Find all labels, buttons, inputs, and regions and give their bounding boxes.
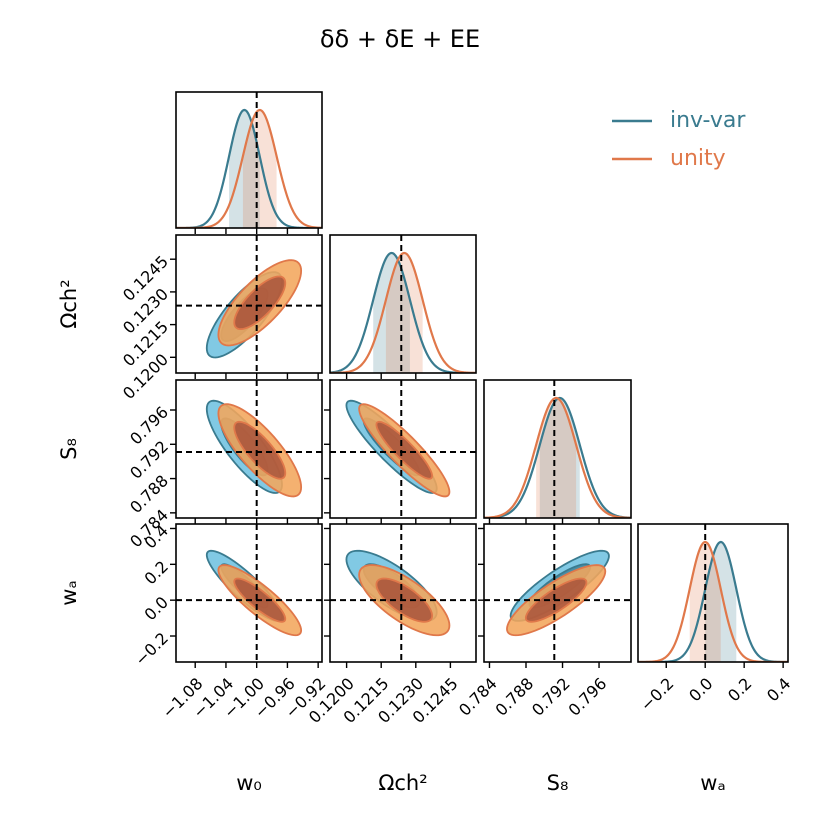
contour68-unity-s8-w0 xyxy=(233,420,287,480)
x-tick-label-s8: 0.788 xyxy=(491,674,537,720)
panel-wa-w0 xyxy=(176,524,322,662)
x-tick-label-s8: 0.792 xyxy=(528,674,574,720)
panels: −1.08−1.04−1.00−0.96−0.92w₀0.12000.12150… xyxy=(57,91,794,795)
x-tick-label-wa: 0.2 xyxy=(724,674,755,705)
y-tick-label-wa: 0.2 xyxy=(141,557,172,588)
panel-omch2-w0 xyxy=(176,235,322,373)
panel-frame-2-0 xyxy=(175,379,323,519)
y-axis-title-s8: S₈ xyxy=(57,438,81,460)
marginal-band-inv-var-w0 xyxy=(229,110,260,228)
chart-title: δδ + δE + EE xyxy=(320,25,480,53)
panel-s8-s8 xyxy=(484,380,631,518)
panel-frame-1-0 xyxy=(175,234,323,374)
marginal-band-inv-var-wa xyxy=(705,542,737,662)
panel-frame-2-2 xyxy=(483,379,632,519)
marginal-band-unity-wa xyxy=(689,542,721,662)
panel-s8-omch2 xyxy=(330,380,476,518)
panel-omch2-omch2 xyxy=(330,235,476,373)
panel-wa-s8 xyxy=(484,524,631,662)
marginal-curve-unity-omch2 xyxy=(330,251,476,373)
y-tick-label-wa: −0.2 xyxy=(131,629,172,670)
panel-wa-omch2 xyxy=(330,524,476,662)
x-axis-title-omch2: Ωch² xyxy=(378,771,427,795)
legend-label-unity: unity xyxy=(670,146,726,171)
y-tick-label-s8: 0.792 xyxy=(126,437,172,483)
y-axis-title-wa: wₐ xyxy=(57,580,81,605)
panel-frame-1-1 xyxy=(329,234,477,374)
legend: inv-var unity xyxy=(612,108,746,171)
panel-frame-3-0 xyxy=(175,523,323,663)
marginal-band-unity-w0 xyxy=(242,110,277,228)
x-tick-label-wa: −0.2 xyxy=(637,674,678,715)
marginal-curve-unity-s8 xyxy=(484,396,631,518)
y-tick-label-s8: 0.788 xyxy=(126,471,172,517)
x-axis-title-w0: w₀ xyxy=(236,771,262,795)
panel-w0-w0 xyxy=(176,92,322,228)
contour68-unity-omch2-w0 xyxy=(233,275,287,331)
x-axis-title-wa: wₐ xyxy=(700,771,725,795)
panel-s8-w0 xyxy=(176,380,322,518)
y-tick-label-wa: 0.0 xyxy=(141,593,172,624)
marginal-band-unity-s8 xyxy=(536,398,577,518)
panel-frame-3-1 xyxy=(329,523,477,663)
marginal-band-unity-omch2 xyxy=(385,253,423,373)
contour68-unity-s8-omch2 xyxy=(375,420,434,480)
x-axis-title-s8: S₈ xyxy=(547,771,569,795)
panel-frame-2-1 xyxy=(329,379,477,519)
x-tick-label-s8: 0.784 xyxy=(455,674,501,720)
marginal-band-inv-var-s8 xyxy=(539,398,580,518)
panel-frame-3-3 xyxy=(637,523,789,663)
x-tick-label-s8: 0.796 xyxy=(565,674,611,720)
panel-frame-0-0 xyxy=(175,91,323,229)
legend-label-inv-var: inv-var xyxy=(670,108,746,133)
marginal-band-inv-var-omch2 xyxy=(373,253,410,373)
panel-wa-wa xyxy=(638,524,788,662)
panel-frame-3-2 xyxy=(483,523,632,663)
y-tick-label-s8: 0.796 xyxy=(126,403,172,449)
y-axis-title-omch2: Ωch² xyxy=(57,279,81,328)
x-tick-label-wa: 0.4 xyxy=(763,674,794,705)
x-tick-label-wa: 0.0 xyxy=(685,674,716,705)
